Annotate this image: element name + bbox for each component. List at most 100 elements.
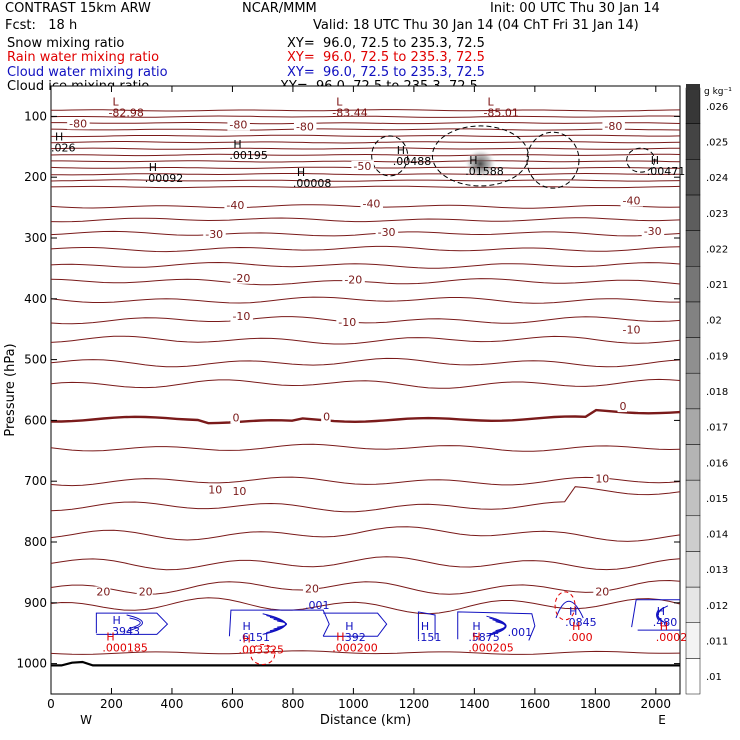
- surface-line: [51, 660, 680, 667]
- colorbar-tick-label: .012: [706, 601, 728, 612]
- temperature-label: 10: [232, 485, 246, 498]
- colorbar-swatch: [685, 265, 701, 303]
- colorbar-tick-label: .017: [706, 423, 728, 434]
- extremum-value: .392: [341, 631, 366, 644]
- temperature-label: 20: [139, 586, 153, 599]
- extremum-value: .0845: [565, 616, 597, 629]
- temperature-label: -10: [623, 323, 641, 336]
- extremum-value: .3943: [108, 625, 139, 638]
- rain-contour: [554, 591, 576, 621]
- temperature-label-bg: [321, 411, 331, 423]
- extremum-marker: H: [233, 138, 241, 151]
- x-tick-label: 2000: [641, 697, 672, 711]
- temperature-contour: [50, 245, 681, 253]
- cloud-water-label: .001: [508, 626, 533, 639]
- extremum-value: .00471: [647, 165, 686, 178]
- extremum-marker: H: [472, 620, 480, 633]
- temperature-label: -20: [344, 274, 362, 287]
- colorbar-tick-label: .023: [706, 209, 728, 220]
- temperature-label-bg: [336, 317, 359, 329]
- cloud-water-contour: [495, 621, 506, 632]
- temperature-contour: [50, 443, 681, 452]
- y-tick-label: 500: [24, 353, 47, 367]
- extremum-value: .01588: [465, 165, 504, 178]
- x-tick-label: 1400: [459, 697, 490, 711]
- temperature-contour: [50, 335, 681, 345]
- cloud-water-contour: [657, 605, 669, 625]
- rain-contour: [250, 643, 276, 665]
- extremum-marker: L: [112, 95, 119, 108]
- temperature-label: -20: [232, 272, 250, 285]
- east-label: E: [658, 713, 666, 727]
- field-label-rain: Rain water mixing ratio: [7, 50, 160, 65]
- temperature-label: -80: [229, 119, 247, 132]
- extremum-marker: H: [569, 605, 577, 618]
- cloud-water-label: .001: [305, 599, 330, 612]
- colorbar-tick-label: .024: [706, 173, 728, 184]
- temperature-contour: [50, 378, 681, 389]
- extremum-value: .00008: [293, 177, 332, 190]
- colorbar-swatch: [685, 301, 701, 338]
- extremum-marker: H: [55, 131, 63, 144]
- x-tick-label: 0: [47, 697, 55, 711]
- temperature-contour: [50, 556, 681, 571]
- colorbar-swatch: [685, 551, 701, 588]
- valid-time: Valid: 18 UTC Thu 30 Jan 14 (04 ChT Fri …: [313, 18, 639, 33]
- colorbar-tick-label: .011: [706, 637, 728, 648]
- extremum-value: -85.01: [483, 106, 518, 119]
- temperature-contour: [50, 179, 681, 182]
- extremum-value: .000200: [332, 641, 378, 654]
- temperature-label-bg: [136, 586, 153, 598]
- x-axis-label: Distance (km): [320, 713, 411, 728]
- temperature-contour: [50, 650, 681, 655]
- extremum-value: .0002: [656, 631, 688, 644]
- temperature-label-bg: [293, 121, 317, 133]
- model-title: CONTRAST 15km ARW: [5, 1, 151, 16]
- forecast-hour: Fcst: 18 h: [5, 18, 78, 33]
- extremum-value: .003325: [238, 643, 284, 656]
- field-xy-snow: XY= 96.0, 72.5 to 235.3, 72.5: [287, 36, 485, 51]
- x-tick-label: 1600: [520, 697, 551, 711]
- temperature-contour: [51, 121, 681, 125]
- temperature-label-bg: [230, 272, 253, 284]
- temperature-label-bg: [360, 198, 383, 210]
- temperature-label: -30: [205, 228, 223, 241]
- y-tick-label: 900: [24, 596, 47, 610]
- snow-contour: [626, 147, 656, 173]
- temperature-label: 0: [620, 400, 627, 413]
- cloud-ice-maximum: [464, 148, 497, 179]
- temperature-label: -80: [296, 120, 314, 133]
- colorbar-swatch: [685, 159, 701, 196]
- temperature-label-bg: [230, 412, 240, 424]
- extremum-value: .000185: [102, 641, 148, 654]
- extremum-value: .000205: [468, 641, 514, 654]
- cloud-water-contour: [457, 611, 536, 641]
- temperature-contour: [50, 109, 681, 112]
- temperature-contour: [50, 115, 681, 118]
- cloud-water-contour: [555, 600, 584, 619]
- extremum-marker: H: [297, 166, 305, 179]
- colorbar-tick-label: .025: [706, 137, 728, 148]
- extremum-marker: H: [660, 620, 668, 633]
- colorbar-tick-label: .015: [706, 494, 728, 505]
- temperature-contour: [50, 172, 681, 176]
- snow-contour: [526, 131, 580, 189]
- temperature-label: 20: [96, 586, 110, 599]
- cloud-water-contour: [95, 612, 169, 635]
- extremum-marker: L: [487, 95, 494, 108]
- colorbar-tick-label: .016: [706, 458, 728, 469]
- y-axis-label: Pressure (hPa): [3, 343, 18, 436]
- extremum-value: .00488: [393, 155, 432, 168]
- temperature-contour: [50, 153, 681, 157]
- temperature-contour: [50, 526, 681, 542]
- temperature-contour: [50, 476, 681, 487]
- extremum-marker: H: [657, 605, 665, 618]
- snow-contour: [431, 125, 529, 187]
- colorbar: .01 .011 .012 .013 .014 .015 .016 .017 .018 .019.…: [685, 84, 732, 695]
- colorbar-tick-label: .018: [706, 387, 728, 398]
- cloud-water-contour: [631, 599, 680, 628]
- colorbar-unit: g kg⁻¹: [704, 87, 732, 97]
- extremum-value: .6151: [238, 631, 270, 644]
- y-tick-label: 200: [24, 170, 47, 184]
